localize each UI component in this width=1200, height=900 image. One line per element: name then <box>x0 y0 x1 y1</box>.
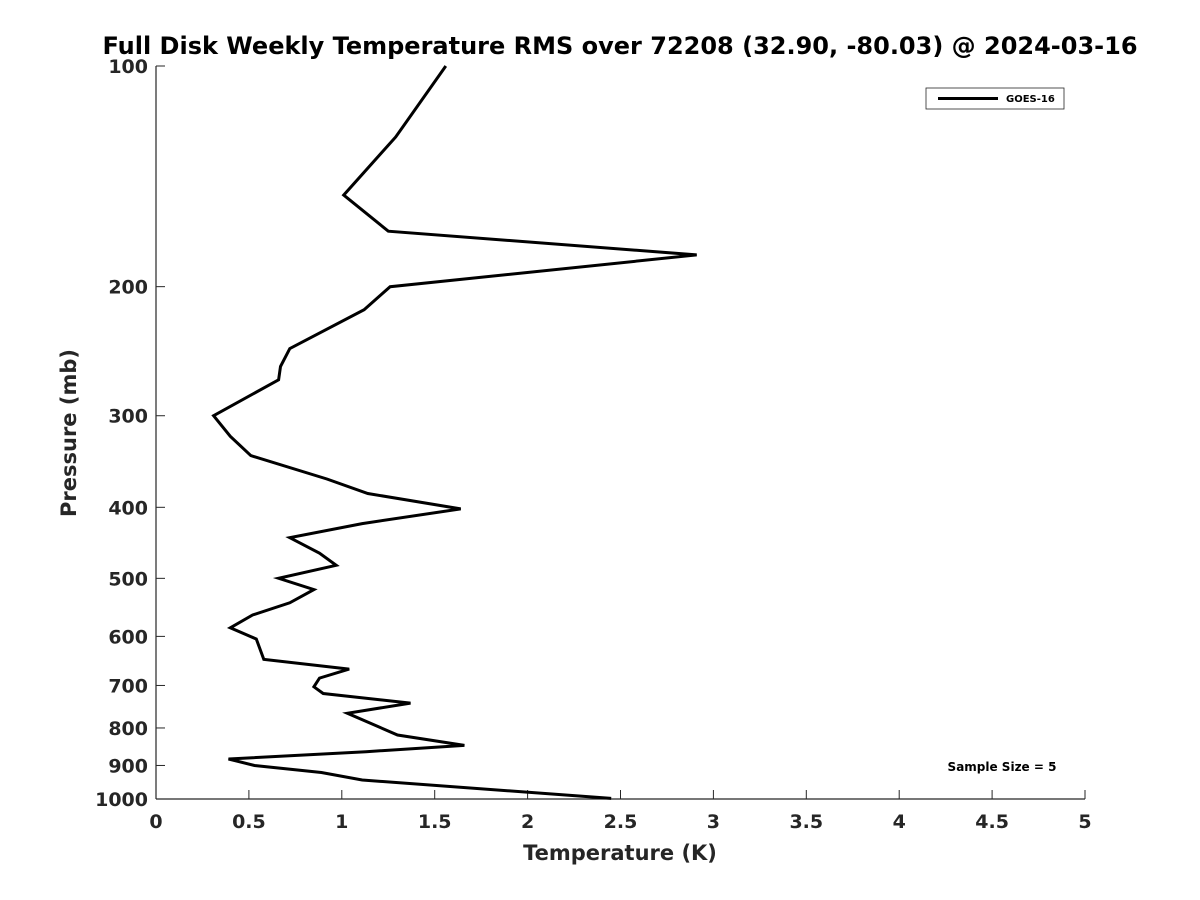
y-tick-label: 800 <box>108 718 148 740</box>
x-tick-label: 1 <box>335 811 348 833</box>
y-tick-label: 1000 <box>95 789 148 811</box>
x-axis-label: Temperature (K) <box>523 841 717 865</box>
x-tick-label: 5 <box>1078 811 1091 833</box>
series-line-goes-16 <box>211 65 697 800</box>
sample-size-annotation: Sample Size = 5 <box>948 760 1057 774</box>
y-tick-label: 700 <box>108 675 148 697</box>
x-tick-label: 3.5 <box>789 811 823 833</box>
chart-title: Full Disk Weekly Temperature RMS over 72… <box>102 32 1137 60</box>
x-tick-label: 2.5 <box>604 811 638 833</box>
x-tick-label: 3 <box>707 811 720 833</box>
y-tick-label: 200 <box>108 277 148 299</box>
legend-label-goes16: GOES-16 <box>1006 94 1055 105</box>
x-tick-label: 0.5 <box>232 811 266 833</box>
x-tick-label: 1.5 <box>418 811 452 833</box>
x-tick-label: 4.5 <box>975 811 1009 833</box>
x-ticks: 0 0.5 1 1.5 2 2.5 3 3.5 4 4.5 5 <box>149 790 1092 833</box>
y-tick-label: 300 <box>108 406 148 428</box>
plot-area <box>156 66 1085 799</box>
x-tick-label: 4 <box>893 811 906 833</box>
series-layer <box>211 65 697 800</box>
y-tick-label: 900 <box>108 755 148 777</box>
y-ticks: 100 200 300 400 500 600 700 800 900 1000 <box>95 56 165 811</box>
x-tick-label: 0 <box>149 811 162 833</box>
y-tick-label: 100 <box>108 56 148 78</box>
legend: GOES-16 <box>925 87 1065 110</box>
y-tick-label: 500 <box>108 568 148 590</box>
y-tick-label: 400 <box>108 497 148 519</box>
y-axis-label: Pressure (mb) <box>57 349 81 517</box>
y-tick-label: 600 <box>108 626 148 648</box>
x-tick-label: 2 <box>521 811 534 833</box>
